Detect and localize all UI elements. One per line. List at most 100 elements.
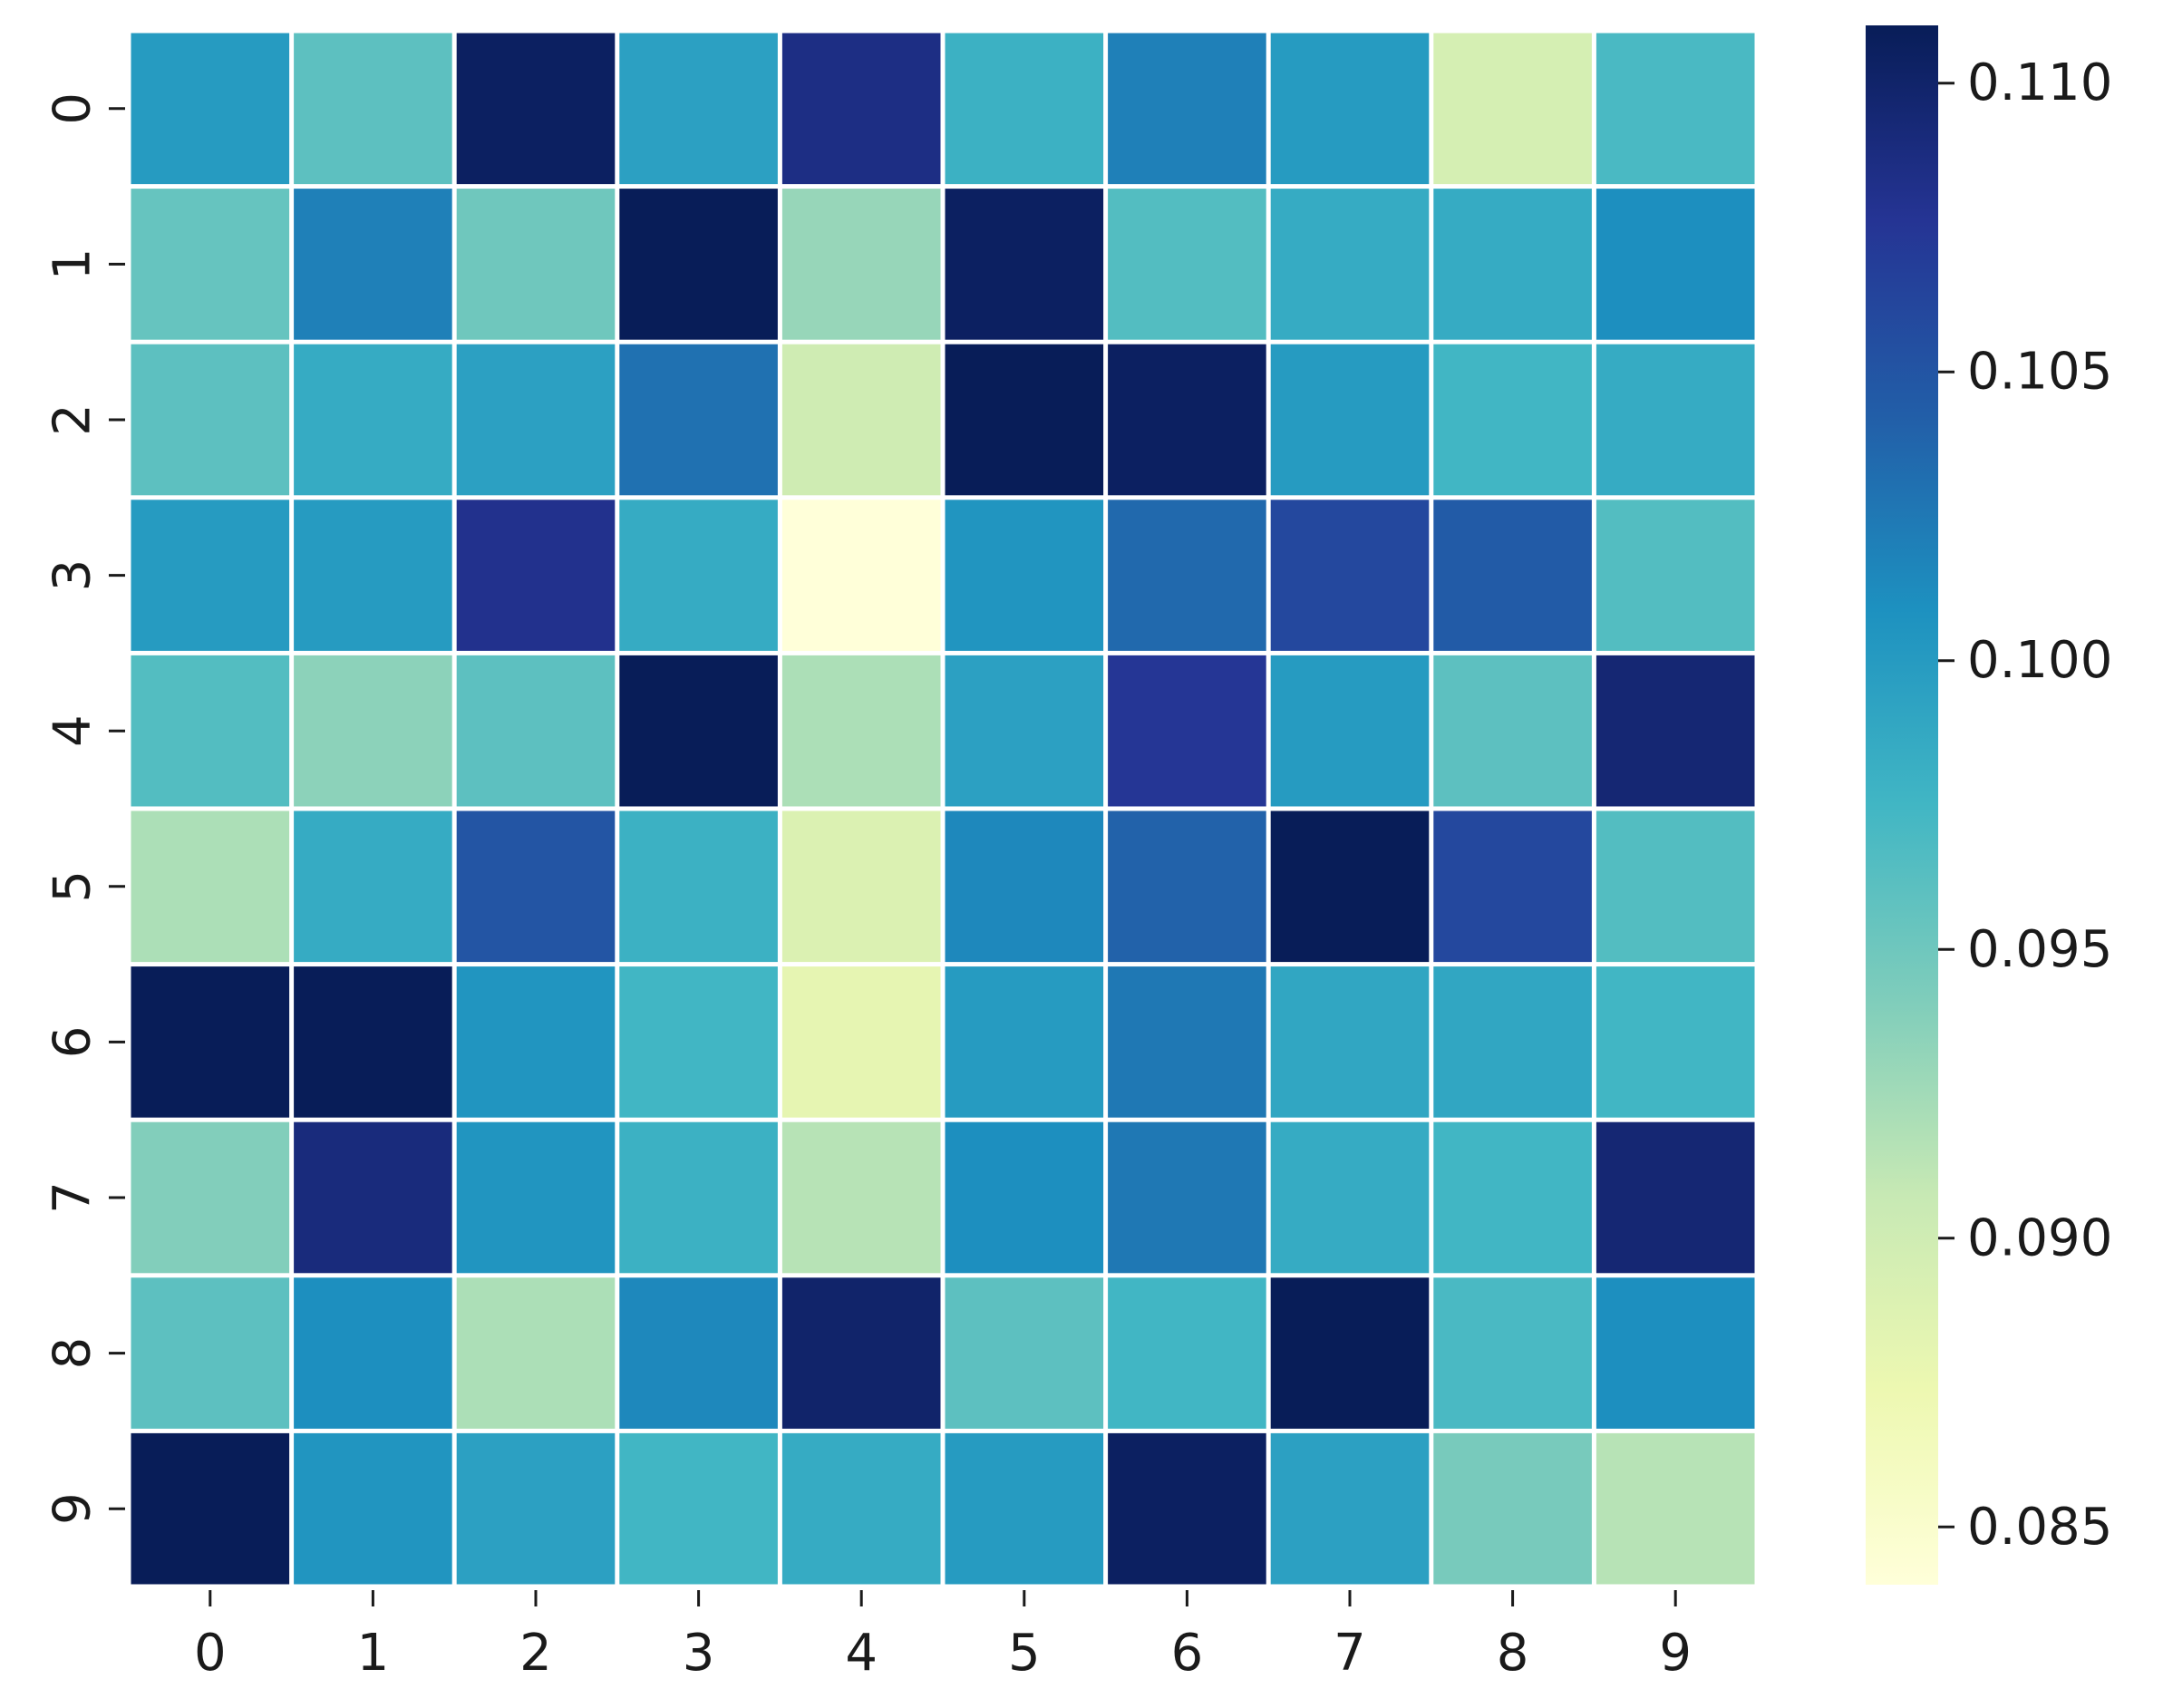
y-axis: 0 1 2 3 4 5 6 7 8 9 (44, 92, 125, 1525)
heatmap-cell-r1-c2 (456, 189, 616, 340)
y-tick-label-4: 4 (44, 714, 102, 747)
heatmap-cell-r3-c3 (619, 500, 778, 651)
y-tick-label-1: 1 (44, 248, 102, 281)
y-tick-label-2: 2 (44, 403, 102, 436)
heatmap-cell-r9-c3 (619, 1432, 778, 1585)
heatmap-cell-r0-c6 (1108, 33, 1266, 185)
heatmap-cell-r4-c4 (781, 655, 941, 807)
heatmap-cell-r6-c8 (1433, 966, 1592, 1118)
heatmap-cell-r2-c3 (619, 344, 778, 496)
heatmap-cell-r1-c4 (781, 189, 941, 340)
heatmap-cell-r9-c4 (781, 1432, 941, 1585)
heatmap-cell-r3-c2 (456, 500, 616, 651)
heatmap-cell-r8-c3 (619, 1277, 778, 1429)
heatmap-cell-r1-c3 (619, 189, 778, 340)
heatmap-cell-r7-c5 (945, 1121, 1104, 1274)
x-tick-label-8: 8 (1497, 1624, 1529, 1683)
heatmap-cell-r5-c2 (456, 810, 616, 963)
heatmap-cell-r0-c8 (1433, 33, 1592, 185)
colorbar-tick-label-4: 0.105 (1967, 343, 2112, 402)
heatmap-cell-r3-c5 (945, 500, 1104, 651)
x-tick-label-4: 4 (845, 1624, 878, 1683)
heatmap-cell-r4-c7 (1270, 655, 1430, 807)
y-tick-label-5: 5 (44, 870, 102, 903)
heatmap-cell-r9-c5 (945, 1432, 1104, 1585)
heatmap-cell-r1-c0 (131, 189, 290, 340)
heatmap-cell-r3-c8 (1433, 500, 1592, 651)
heatmap-cell-r6-c9 (1596, 966, 1755, 1118)
heatmap-cell-r3-c1 (294, 500, 452, 651)
heatmap-cell-r7-c0 (131, 1121, 290, 1274)
x-tick-label-2: 2 (519, 1624, 552, 1683)
heatmap-cell-r2-c0 (131, 344, 290, 496)
heatmap-cell-r9-c6 (1108, 1432, 1266, 1585)
heatmap-cell-r6-c1 (294, 966, 452, 1118)
heatmap-cell-r6-c3 (619, 966, 778, 1118)
heatmap-cell-r0-c9 (1596, 33, 1755, 185)
colorbar-tick-label-0: 0.085 (1967, 1498, 2112, 1557)
heatmap-cell-r8-c9 (1596, 1277, 1755, 1429)
heatmap-cell-r5-c6 (1108, 810, 1266, 963)
heatmap-cell-r9-c7 (1270, 1432, 1430, 1585)
heatmap-cell-r0-c5 (945, 33, 1104, 185)
heatmap-cell-r0-c2 (456, 33, 616, 185)
heatmap-cell-r5-c7 (1270, 810, 1430, 963)
y-tick-label-0: 0 (44, 92, 102, 125)
heatmap-cell-r7-c6 (1108, 1121, 1266, 1274)
heatmap-cell-r1-c6 (1108, 189, 1266, 340)
heatmap-cell-r1-c8 (1433, 189, 1592, 340)
heatmap-cell-r5-c9 (1596, 810, 1755, 963)
heatmap-cell-r9-c2 (456, 1432, 616, 1585)
heatmap-cell-r4-c8 (1433, 655, 1592, 807)
x-tick-label-0: 0 (194, 1624, 227, 1683)
heatmap-cell-r1-c5 (945, 189, 1104, 340)
heatmap-cell-r2-c6 (1108, 344, 1266, 496)
heatmap-cell-r4-c0 (131, 655, 290, 807)
heatmap-cell-r3-c4 (781, 500, 941, 651)
x-tick-label-5: 5 (1008, 1624, 1041, 1683)
y-tick-label-6: 6 (44, 1026, 102, 1059)
heatmap-cell-r7-c3 (619, 1121, 778, 1274)
heatmap-cell-r7-c8 (1433, 1121, 1592, 1274)
heatmap-cell-r7-c7 (1270, 1121, 1430, 1274)
heatmap-cell-r9-c0 (131, 1432, 290, 1585)
heatmap-cell-r2-c5 (945, 344, 1104, 496)
heatmap-cell-r6-c4 (781, 966, 941, 1118)
heatmap-cell-r8-c5 (945, 1277, 1104, 1429)
heatmap-cell-r8-c6 (1108, 1277, 1266, 1429)
heatmap-cell-r3-c6 (1108, 500, 1266, 651)
heatmap-cell-r1-c9 (1596, 189, 1755, 340)
x-axis: 0 1 2 3 4 5 6 7 8 9 (194, 1590, 1692, 1683)
heatmap-cell-r9-c8 (1433, 1432, 1592, 1585)
heatmap-cell-r8-c7 (1270, 1277, 1430, 1429)
x-tick-label-3: 3 (683, 1624, 715, 1683)
colorbar: 0.085 0.090 0.095 0.100 0.105 0.110 (1866, 25, 2112, 1585)
heatmap-cell-r2-c4 (781, 344, 941, 496)
heatmap-cell-r9-c9 (1596, 1432, 1755, 1585)
heatmap-cell-r0-c7 (1270, 33, 1430, 185)
heatmap-cell-r7-c9 (1596, 1121, 1755, 1274)
heatmap-cell-r7-c4 (781, 1121, 941, 1274)
heatmap-cell-r0-c3 (619, 33, 778, 185)
heatmap-cell-r2-c2 (456, 344, 616, 496)
heatmap-cell-r8-c2 (456, 1277, 616, 1429)
heatmap-cell-r5-c8 (1433, 810, 1592, 963)
heatmap-cell-r1-c1 (294, 189, 452, 340)
heatmap-cell-r4-c6 (1108, 655, 1266, 807)
colorbar-tick-label-3: 0.100 (1967, 631, 2112, 690)
heatmap-cell-r8-c0 (131, 1277, 290, 1429)
heatmap-cell-r8-c1 (294, 1277, 452, 1429)
colorbar-gradient (1866, 25, 1938, 1585)
heatmap-cell-r6-c6 (1108, 966, 1266, 1118)
x-tick-label-6: 6 (1171, 1624, 1204, 1683)
heatmap-cell-r2-c8 (1433, 344, 1592, 496)
heatmap-cell-r0-c4 (781, 33, 941, 185)
heatmap-cell-r2-c7 (1270, 344, 1430, 496)
colorbar-tick-label-2: 0.095 (1967, 920, 2112, 979)
heatmap-cell-r4-c5 (945, 655, 1104, 807)
heatmap-cell-r0-c0 (131, 33, 290, 185)
heatmap-cell-r8-c4 (781, 1277, 941, 1429)
x-tick-label-9: 9 (1659, 1624, 1692, 1683)
colorbar-tick-label-5: 0.110 (1967, 53, 2112, 112)
